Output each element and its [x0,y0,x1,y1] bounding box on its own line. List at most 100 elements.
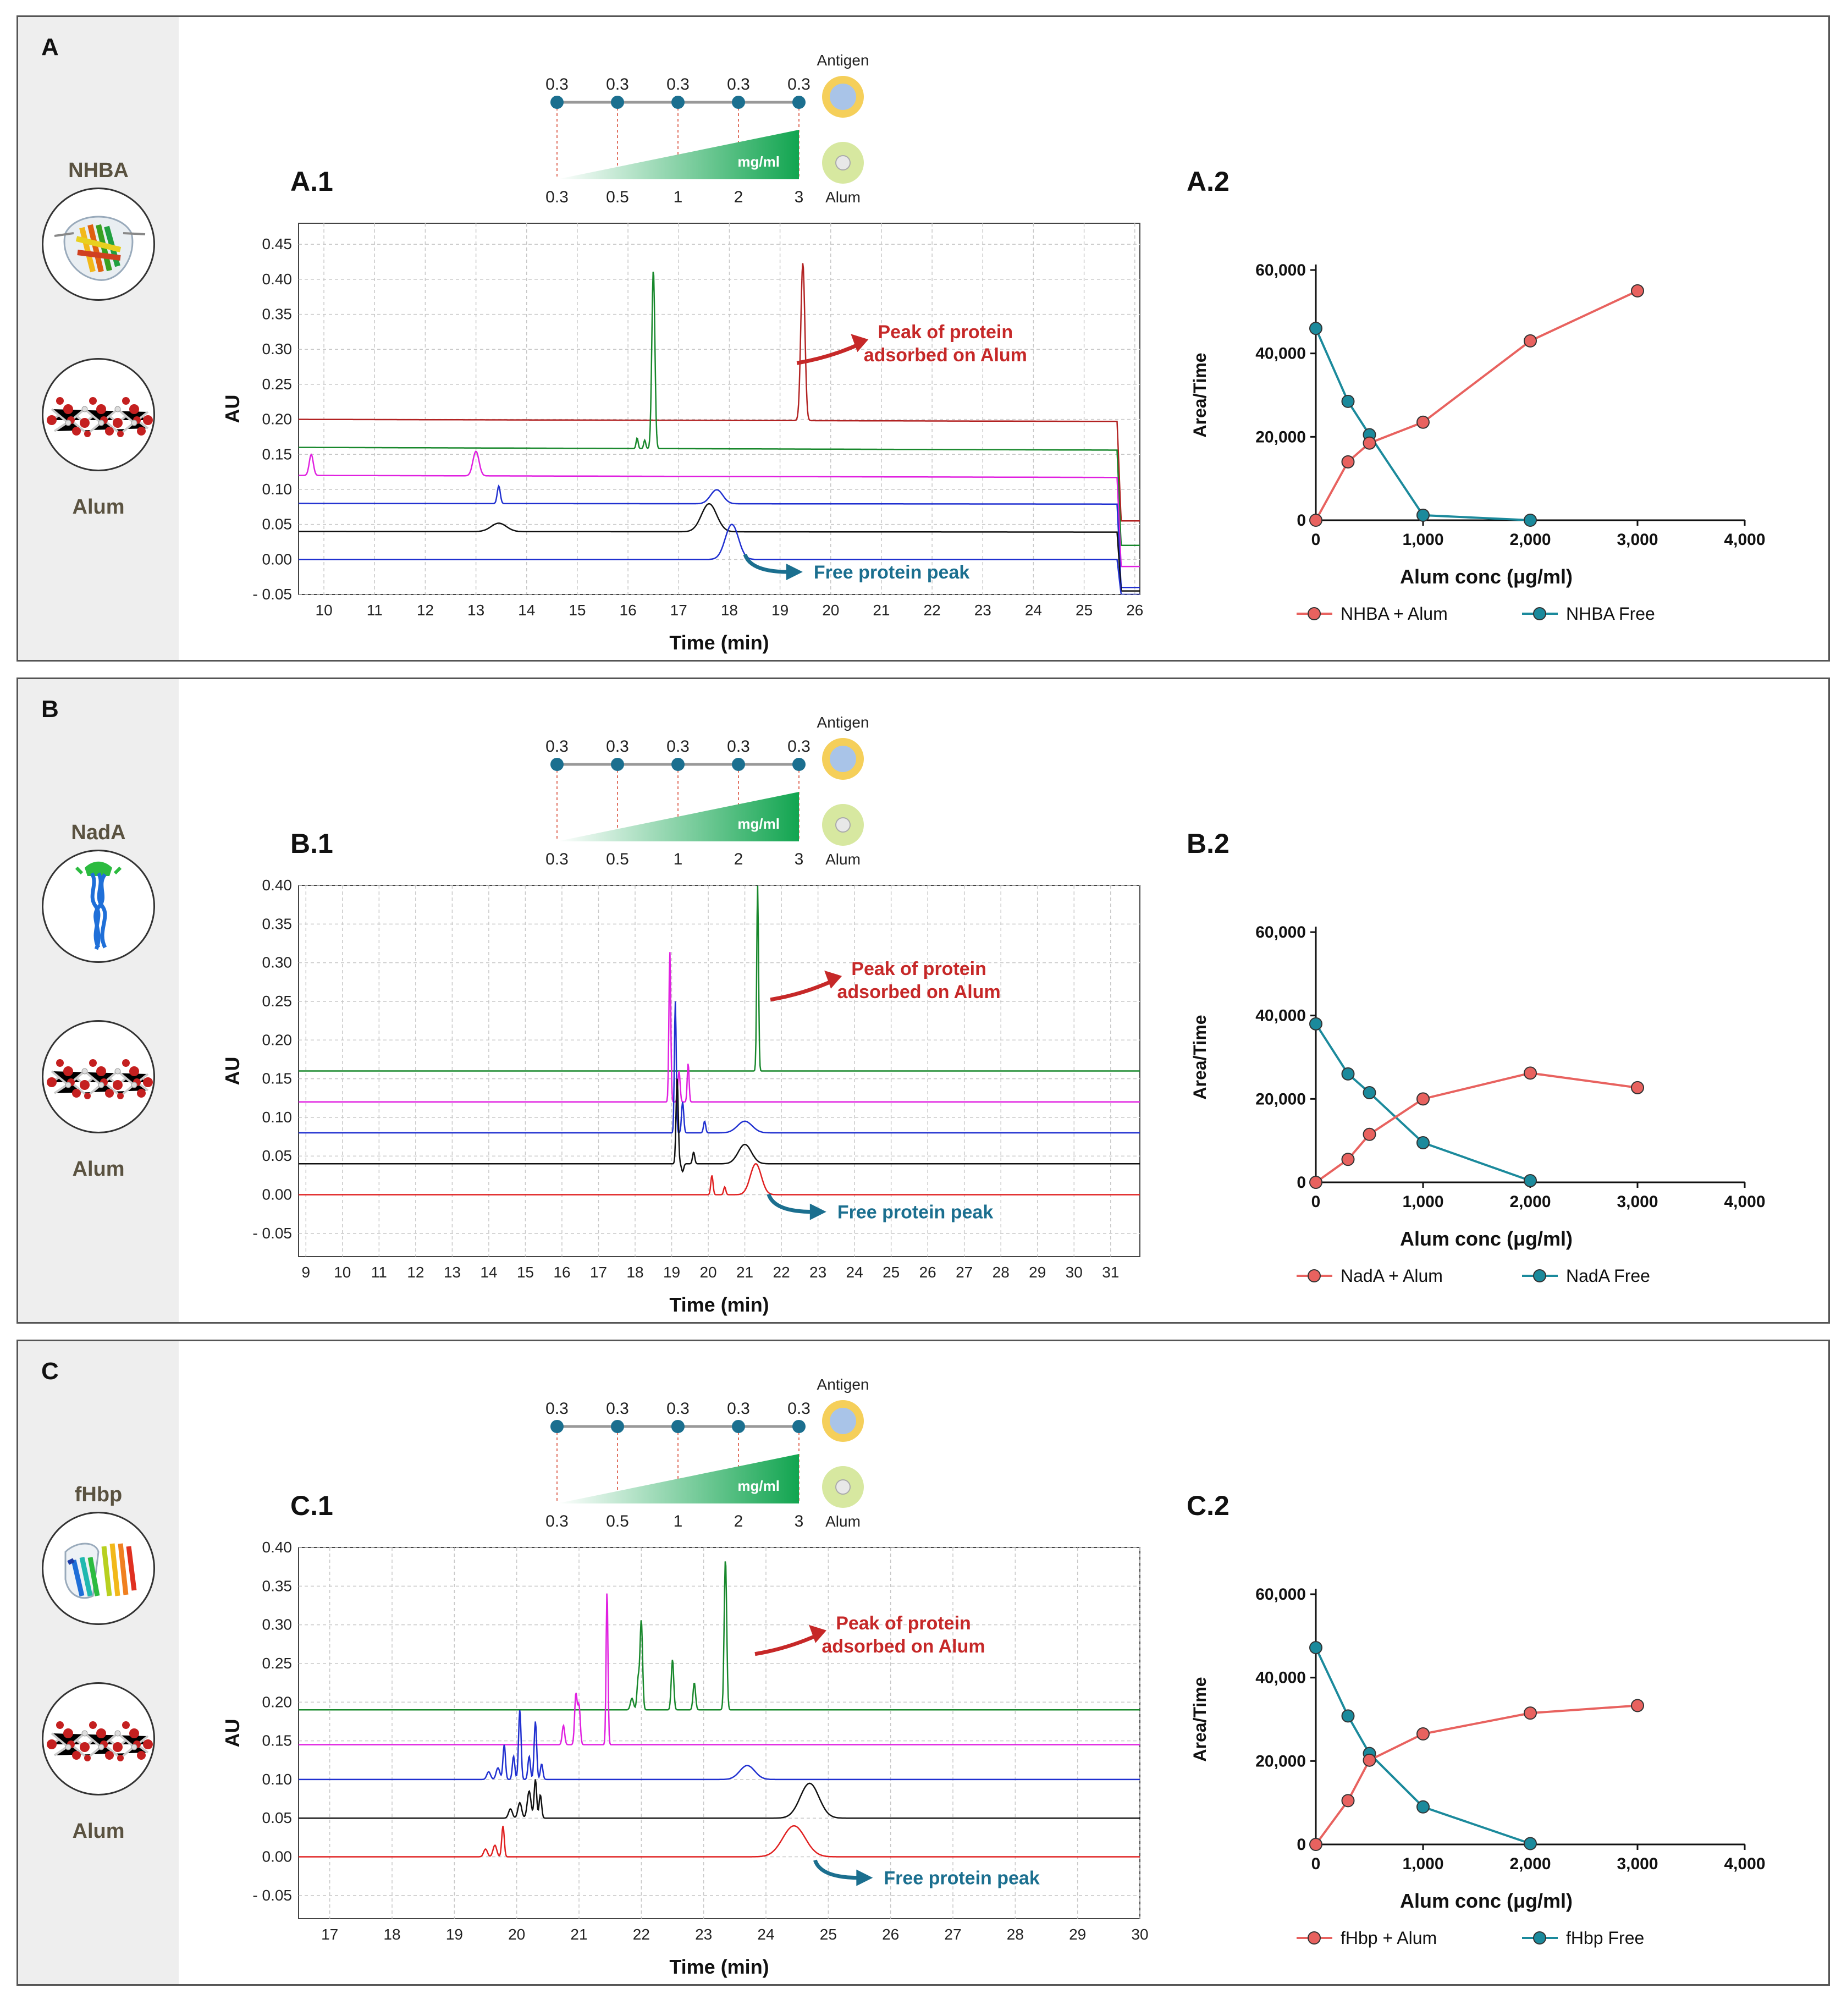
x-tick-label: 4,000 [1724,531,1765,549]
adsorbed-arrow [796,342,861,365]
data-point [1631,1699,1644,1712]
bottom-value: 0.5 [606,188,629,206]
top-value: 0.3 [787,75,811,93]
x-tick-label: 2,000 [1509,1193,1551,1211]
data-point [1341,455,1355,469]
x-tick-label: 11 [367,602,383,619]
alum-label: Alum [825,851,861,868]
x-tick-label: 23 [809,1264,826,1281]
x-tick-label: 19 [446,1926,463,1943]
x-tick-label: 3,000 [1617,1855,1658,1873]
bottom-value: 2 [734,850,743,868]
bottom-value: 1 [674,188,683,206]
antigen-dot-4 [732,758,745,771]
top-value: 0.3 [666,1400,690,1418]
panel-letter: B [41,696,59,723]
alum-name: Alum [72,1158,125,1181]
x-tick-label: 18 [626,1264,643,1281]
x-tick-label: 25 [883,1264,900,1281]
antigen-label: Antigen [817,714,869,731]
bottom-value: 0.3 [545,188,569,206]
free-label: Free protein peak [884,1868,1040,1889]
x-tick-label: 24 [757,1926,774,1943]
x-tick-label: 28 [1007,1926,1024,1943]
y-tick-label: 40,000 [1255,1007,1306,1025]
legend-marker [1533,1269,1546,1282]
legend-label: NHBA + Alum [1341,604,1448,624]
x-tick-label: 24 [846,1264,863,1281]
concentration-schematic: mg/ml 0.3 0.3 0.3 0.3 0.3 0.3 0.5 1 2 3 Antigen … [545,1376,869,1530]
y-tick-label: 40,000 [1255,1669,1306,1687]
bottom-value: 0.5 [606,1512,629,1530]
top-value: 0.3 [606,737,629,756]
x-tick-label: 25 [820,1926,837,1943]
adsorption-chart: 0 1,000 2,000 3,000 4,000 0 20,000 40,000 60,000… [1190,1585,1766,1948]
y-axis-title: AU [221,1719,244,1748]
trace-1 [299,263,1140,522]
adsorption-graph-label: B.2 [1187,828,1230,859]
top-value: 0.3 [727,1400,750,1418]
y-tick-label: 20,000 [1255,1752,1306,1770]
data-point [1524,1706,1537,1720]
y-axis-title: AU [221,1057,244,1086]
antigen-dot-1 [550,96,564,109]
top-value: 0.3 [787,1400,811,1418]
x-tick-label: 0 [1311,531,1321,549]
y-tick-label: 0.30 [262,340,293,357]
data-point [1309,1017,1322,1031]
antigen-dot-4 [732,1420,745,1433]
top-value: 0.3 [545,1400,569,1418]
y-tick-label: 0.05 [262,1809,293,1826]
antigen-label: Antigen [817,1376,869,1393]
legend-marker [1308,1269,1321,1282]
x-tick-label: 31 [1102,1264,1119,1281]
y-tick-label: 60,000 [1255,261,1306,279]
legend-label: fHbp + Alum [1341,1928,1437,1948]
bottom-value: 2 [734,1512,743,1530]
trace-1 [299,1561,1140,1711]
x-tick-label: 13 [467,602,484,619]
data-point [1631,284,1644,298]
free-label: Free protein peak [837,1202,994,1223]
y-tick-label: 0.25 [262,376,293,393]
trace-5 [299,1163,1140,1196]
protein-name: NHBA [68,159,129,182]
trace-2 [299,1593,1140,1745]
panel-c: C fHbp [16,1340,1830,1986]
bottom-value: 0.3 [545,850,569,868]
x-axis-title: Time (min) [669,1293,769,1316]
bottom-value: 2 [734,188,743,206]
antigen-dot-2 [611,1420,624,1433]
concentration-schematic: mg/ml 0.3 0.3 0.3 0.3 0.3 0.3 0.5 1 2 3 Antigen … [545,714,869,868]
x-tick-label: 26 [919,1264,936,1281]
unit-label: mg/ml [737,816,780,832]
adsorbed-label: Peak of protein [851,959,986,979]
antigen-blob [830,746,856,772]
x-tick-label: 13 [444,1264,461,1281]
protein-name: fHbp [74,1483,123,1506]
trace-3 [299,1001,1140,1134]
y-tick-label: 0.30 [262,954,293,971]
top-value: 0.3 [666,75,690,93]
alum-gradient-wedge [557,130,799,179]
data-point [1309,514,1322,527]
adsorbed-arrow [770,978,835,1002]
chromatogram-chart: 9 10 11 12 13 14 15 16 17 18 19 20 21 22 23 24 25 26 27 28 2… [221,877,1140,1316]
y-tick-label: 0.15 [262,1732,293,1749]
y-axis-title: Area/Time [1190,352,1210,437]
x-tick-label: 27 [944,1926,961,1943]
y-tick-label: 60,000 [1255,1585,1306,1604]
free-label: Free protein peak [814,562,970,583]
x-tick-label: 21 [570,1926,587,1943]
y-tick-label: 0.20 [262,411,293,428]
bottom-value: 3 [795,1512,804,1530]
data-point [1363,1127,1376,1141]
y-tick-label: 0 [1297,1836,1306,1854]
free-arrowhead [809,1203,826,1220]
adsorbed-arrowhead [851,334,869,352]
alum-particle [835,1479,851,1495]
data-point [1341,1794,1355,1808]
data-point [1631,1081,1644,1094]
free-arrow [767,1193,813,1214]
x-tick-label: 15 [569,602,586,619]
